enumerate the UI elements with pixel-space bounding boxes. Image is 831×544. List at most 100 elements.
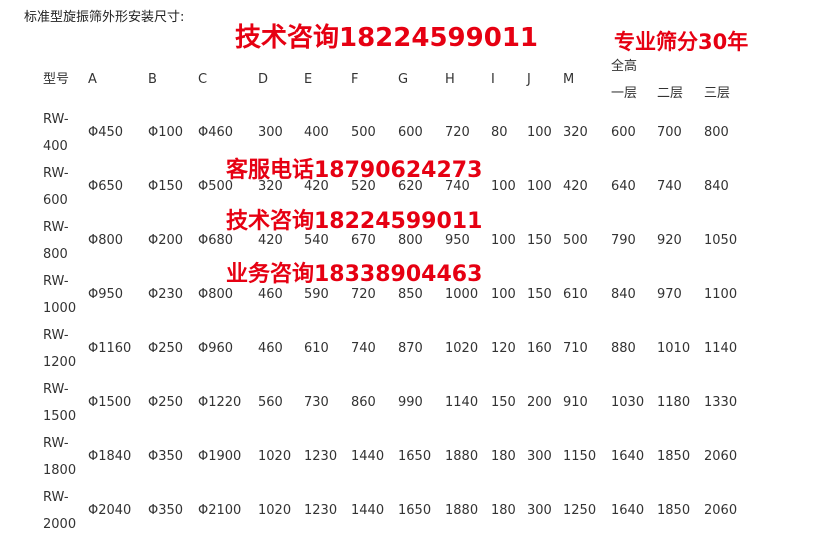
table-cell: 1020 (258, 503, 292, 518)
years-banner: 专业筛分30年 (614, 30, 749, 54)
table-cell: 1150 (563, 449, 597, 464)
table-cell: 1010 (657, 341, 691, 356)
table-cell: 560 (258, 395, 283, 410)
table-cell: 740 (351, 341, 376, 356)
table-cell: Φ960 (198, 341, 234, 356)
table-cell: 740 (445, 179, 470, 194)
table-cell: 640 (611, 179, 636, 194)
table-cell: Φ1500 (88, 395, 132, 410)
table-cell: 300 (527, 503, 552, 518)
table-cell: 800 (398, 233, 423, 248)
table-cell: 1850 (657, 503, 691, 518)
page-title: 标准型旋振筛外形安装尺寸: (24, 10, 185, 25)
table-cell: 1020 (258, 449, 292, 464)
table-cell: 720 (351, 287, 376, 302)
table-cell: Φ250 (148, 395, 184, 410)
table-cell: 700 (657, 125, 682, 140)
table-cell: 1230 (304, 503, 338, 518)
table-cell: Φ230 (148, 287, 184, 302)
table-cell: 180 (491, 449, 516, 464)
table-cell: Φ350 (148, 449, 184, 464)
model-number: 1000 (43, 301, 77, 316)
table-cell: 1440 (351, 449, 385, 464)
table-cell: 950 (445, 233, 470, 248)
table-cell: 710 (563, 341, 588, 356)
table-cell: Φ950 (88, 287, 124, 302)
column-header: H (445, 72, 455, 87)
table-cell: 460 (258, 341, 283, 356)
table-cell: 300 (258, 125, 283, 140)
table-cell: 540 (304, 233, 329, 248)
table-cell: 500 (351, 125, 376, 140)
table-cell: 880 (611, 341, 636, 356)
model-number: 2000 (43, 517, 77, 532)
table-cell: Φ200 (148, 233, 184, 248)
table-cell: 1880 (445, 449, 479, 464)
table-cell: 500 (563, 233, 588, 248)
column-header: D (258, 72, 269, 87)
table-cell: 720 (445, 125, 470, 140)
table-cell: 100 (491, 287, 516, 302)
table-cell: 80 (491, 125, 508, 140)
model-number: 1200 (43, 355, 77, 370)
table-cell: 400 (304, 125, 329, 140)
column-header: M (563, 72, 575, 87)
table-cell: 320 (258, 179, 283, 194)
table-cell: 150 (527, 233, 552, 248)
table-cell: 1850 (657, 449, 691, 464)
service-phone-banner: 客服电话18790624273 (226, 158, 483, 183)
model-prefix: RW- (43, 436, 69, 451)
table-cell: 610 (563, 287, 588, 302)
column-group-header: 全高 (611, 59, 638, 74)
column-header: J (527, 72, 531, 87)
table-cell: Φ150 (148, 179, 184, 194)
column-header: F (351, 72, 359, 87)
column-header: 一层 (611, 86, 638, 101)
table-cell: 610 (304, 341, 329, 356)
table-cell: 100 (527, 179, 552, 194)
tech-consult-banner: 技术咨询18224599011 (235, 23, 538, 53)
column-header: A (88, 72, 97, 87)
table-cell: Φ680 (198, 233, 234, 248)
model-number: 1500 (43, 409, 77, 424)
table-cell: 920 (657, 233, 682, 248)
column-header: B (148, 72, 157, 87)
table-cell: 150 (491, 395, 516, 410)
table-cell: 1140 (445, 395, 479, 410)
table-cell: 590 (304, 287, 329, 302)
table-cell: 1650 (398, 449, 432, 464)
table-cell: 100 (491, 233, 516, 248)
table-cell: 420 (258, 233, 283, 248)
model-prefix: RW- (43, 274, 69, 289)
table-cell: Φ250 (148, 341, 184, 356)
table-cell: 1230 (304, 449, 338, 464)
table-cell: 420 (563, 179, 588, 194)
table-cell: 1180 (657, 395, 691, 410)
table-cell: 1440 (351, 503, 385, 518)
table-cell: Φ800 (88, 233, 124, 248)
table-cell: 2060 (704, 503, 738, 518)
column-header: C (198, 72, 208, 87)
table-cell: 910 (563, 395, 588, 410)
column-header: 型号 (43, 72, 70, 87)
table-cell: Φ1220 (198, 395, 242, 410)
model-prefix: RW- (43, 112, 69, 127)
table-cell: 1000 (445, 287, 479, 302)
table-cell: 100 (491, 179, 516, 194)
table-cell: 600 (611, 125, 636, 140)
business-phone-banner: 业务咨询18338904463 (226, 262, 483, 287)
table-cell: 1640 (611, 503, 645, 518)
table-cell: Φ1900 (198, 449, 242, 464)
column-header: I (491, 72, 495, 87)
table-cell: Φ500 (198, 179, 234, 194)
table-cell: 150 (527, 287, 552, 302)
table-cell: Φ2100 (198, 503, 242, 518)
table-cell: Φ100 (148, 125, 184, 140)
table-cell: 740 (657, 179, 682, 194)
table-cell: Φ450 (88, 125, 124, 140)
table-cell: 120 (491, 341, 516, 356)
table-cell: 2060 (704, 449, 738, 464)
column-header: 二层 (657, 86, 684, 101)
model-number: 600 (43, 193, 68, 208)
table-cell: 1140 (704, 341, 738, 356)
